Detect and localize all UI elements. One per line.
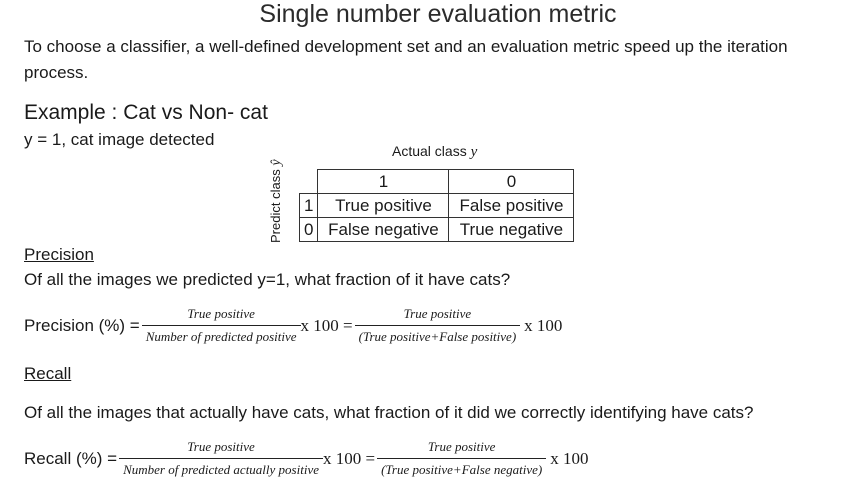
- actual-class-text: Actual class: [392, 143, 467, 159]
- recall-heading: Recall: [24, 364, 72, 383]
- cell-true-negative: True negative: [448, 217, 575, 242]
- precision-heading: Precision: [24, 245, 94, 264]
- recall-frac2-denominator: (True positive+False negative): [377, 458, 547, 478]
- confusion-matrix-table: 1 0 1 True positive False positive 0 Fal…: [298, 169, 575, 242]
- precision-label: Precision (%) =: [24, 315, 140, 335]
- recall-fraction-1: True positive Number of predicted actual…: [119, 439, 323, 478]
- row-header-0: 0: [298, 217, 319, 242]
- cell-false-positive: False positive: [448, 193, 575, 218]
- table-row: 1 True positive False positive: [298, 193, 575, 218]
- recall-question: Of all the images that actually have cat…: [24, 403, 754, 422]
- precision-times-1: x 100 =: [300, 315, 353, 335]
- row-header-1: 1: [298, 193, 319, 218]
- intro-paragraph: To choose a classifier, a well-defined d…: [24, 37, 788, 82]
- recall-label: Recall (%) =: [24, 448, 118, 468]
- example-heading: Example : Cat vs Non- cat: [24, 101, 268, 124]
- precision-fraction-2: True positive (True positive+False posit…: [354, 306, 521, 345]
- table-corner: [300, 170, 318, 194]
- actual-class-label: Actual class y: [392, 143, 477, 161]
- cell-true-positive: True positive: [317, 193, 450, 218]
- precision-frac2-denominator: (True positive+False positive): [354, 325, 521, 345]
- predict-class-symbol: ŷ: [269, 159, 284, 166]
- col-header-1: 1: [317, 169, 450, 194]
- precision-formula: Precision (%) = True positive Number of …: [24, 306, 562, 345]
- recall-frac2-numerator: True positive: [427, 439, 496, 454]
- recall-frac1-denominator: Number of predicted actually positive: [119, 458, 323, 478]
- recall-fraction-2: True positive (True positive+False negat…: [377, 439, 547, 478]
- precision-fraction-1: True positive Number of predicted positi…: [141, 306, 301, 345]
- col-header-0: 0: [448, 169, 575, 194]
- actual-class-symbol: y: [470, 144, 478, 160]
- recall-times-2: x 100: [550, 448, 589, 468]
- page-title: Single number evaluation metric: [259, 0, 617, 28]
- cell-false-negative: False negative: [317, 217, 450, 242]
- example-definition: y = 1, cat image detected: [24, 130, 215, 149]
- recall-formula: Recall (%) = True positive Number of pre…: [24, 439, 588, 478]
- precision-question: Of all the images we predicted y=1, what…: [24, 270, 511, 289]
- recall-times-1: x 100 =: [322, 448, 376, 468]
- precision-times-2: x 100: [524, 315, 563, 335]
- table-row: 1 0: [300, 169, 575, 194]
- predict-class-text: Predict class: [268, 169, 283, 243]
- precision-frac2-numerator: True positive: [403, 306, 472, 321]
- recall-frac1-numerator: True positive: [187, 439, 255, 454]
- table-row: 0 False negative True negative: [298, 217, 575, 242]
- precision-frac1-numerator: True positive: [187, 306, 255, 321]
- precision-frac1-denominator: Number of predicted positive: [141, 325, 301, 345]
- predict-class-label: Predict class ŷ: [268, 159, 285, 243]
